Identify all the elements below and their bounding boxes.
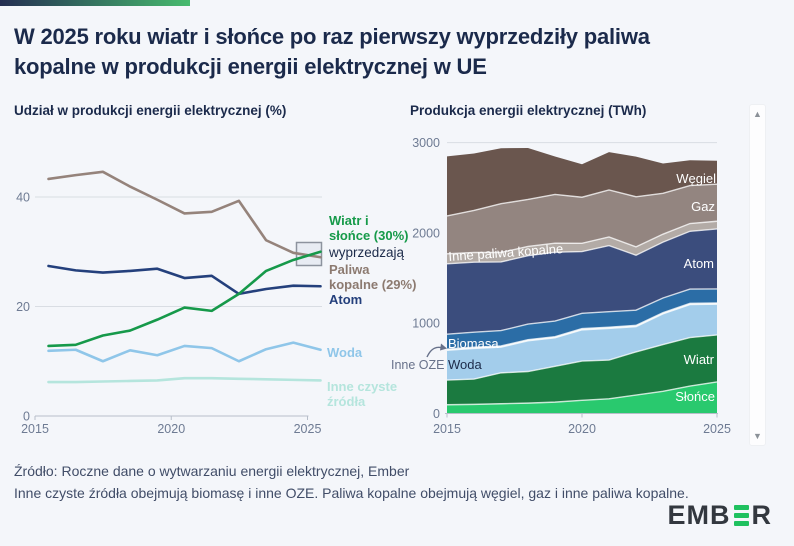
x-tick-label: 2025 <box>294 422 322 436</box>
ember-logo: EMB R <box>668 502 773 529</box>
y-tick-label: 20 <box>16 300 30 314</box>
area-boundary <box>446 183 718 217</box>
area-wiatr <box>447 334 717 405</box>
footer-note: Inne czyste źródła obejmują biomasę i in… <box>14 484 689 501</box>
area-boundary <box>446 303 718 351</box>
area-label-wegiel: Węgiel <box>676 171 716 186</box>
area-label-wiatr: Wiatr <box>683 352 714 367</box>
area-boundary <box>446 381 718 406</box>
y-tick-label: 0 <box>433 407 440 421</box>
area-słońce <box>447 381 717 414</box>
x-tick-label: 2015 <box>21 422 49 436</box>
scroll-down-button[interactable]: ▼ <box>753 431 762 441</box>
y-tick-label: 0 <box>23 410 30 424</box>
accent-bar <box>0 0 190 6</box>
area-woda <box>447 304 717 381</box>
y-tick-label: 2000 <box>412 226 440 240</box>
line-woda <box>47 341 322 363</box>
area-boundary <box>446 288 718 335</box>
area-label-atom: Atom <box>683 256 714 271</box>
label-atom-share: Atom <box>329 292 363 307</box>
x-tick-label: 2025 <box>703 422 731 436</box>
right-chart-title: Produkcja energii elektrycznej (TWh) <box>410 103 647 118</box>
line-wiatr-i-słońce <box>47 250 322 348</box>
area-boundary <box>446 302 718 350</box>
area-inne-paliwa-kopalne <box>447 221 717 264</box>
logo-green-e-icon <box>733 505 749 526</box>
page-title: W 2025 roku wiatr i słońce po raz pierws… <box>14 24 650 80</box>
line-atom <box>47 264 322 296</box>
label-other-clean-share: Inne czyste źródła <box>327 379 398 409</box>
inne-oze-arrow-icon <box>426 343 447 358</box>
label-fossil-share: Paliwa kopalne (29%) <box>329 262 417 292</box>
area-boundary <box>446 334 718 381</box>
x-tick-label: 2020 <box>157 422 185 436</box>
logo-text-right: R <box>751 500 772 530</box>
area-atom <box>447 228 717 335</box>
y-tick-label: 3000 <box>412 136 440 150</box>
area-boundary <box>446 228 718 265</box>
y-tick-label: 1000 <box>412 317 440 331</box>
label-woda-share: Woda <box>327 345 363 360</box>
x-tick-label: 2015 <box>433 422 461 436</box>
footer-source: Źródło: Roczne dane o wytwarzaniu energi… <box>14 463 410 479</box>
y-tick-label: 40 <box>16 191 30 205</box>
area-biomasa <box>447 288 717 350</box>
footer: Źródło: Roczne dane o wytwarzaniu energi… <box>14 461 690 504</box>
area-boundary <box>446 220 718 255</box>
production-area-chart: 0 1000 2000 3000 2015 2020 2025 <box>412 136 731 436</box>
line-paliwa-kopalne <box>47 170 322 259</box>
logo-text-left: EMB <box>667 500 731 530</box>
share-line-chart: 0 20 40 2015 2020 2025 <box>16 170 323 436</box>
label-wind-solar-share: Wiatr i słońce (30%) <box>329 213 409 243</box>
left-chart-title: Udział w produkcji energii elektrycznej … <box>14 103 287 118</box>
scroll-up-button[interactable]: ▲ <box>753 109 762 119</box>
area-label-gaz: Gaz <box>691 199 715 214</box>
area-label-slonce: Słońce <box>675 389 715 404</box>
area-węgiel <box>447 148 717 216</box>
scrollbar-track[interactable]: ▲ ▼ <box>749 104 766 446</box>
area-label-biomasa: Biomasa <box>448 336 499 351</box>
area-label-woda: Woda <box>448 357 482 372</box>
area-label-inne-oze: Inne OZE <box>391 358 445 372</box>
x-tick-label: 2020 <box>568 422 596 436</box>
label-overtake: wyprzedzają <box>329 245 405 260</box>
line-inne-czyste-źródła <box>47 376 322 384</box>
